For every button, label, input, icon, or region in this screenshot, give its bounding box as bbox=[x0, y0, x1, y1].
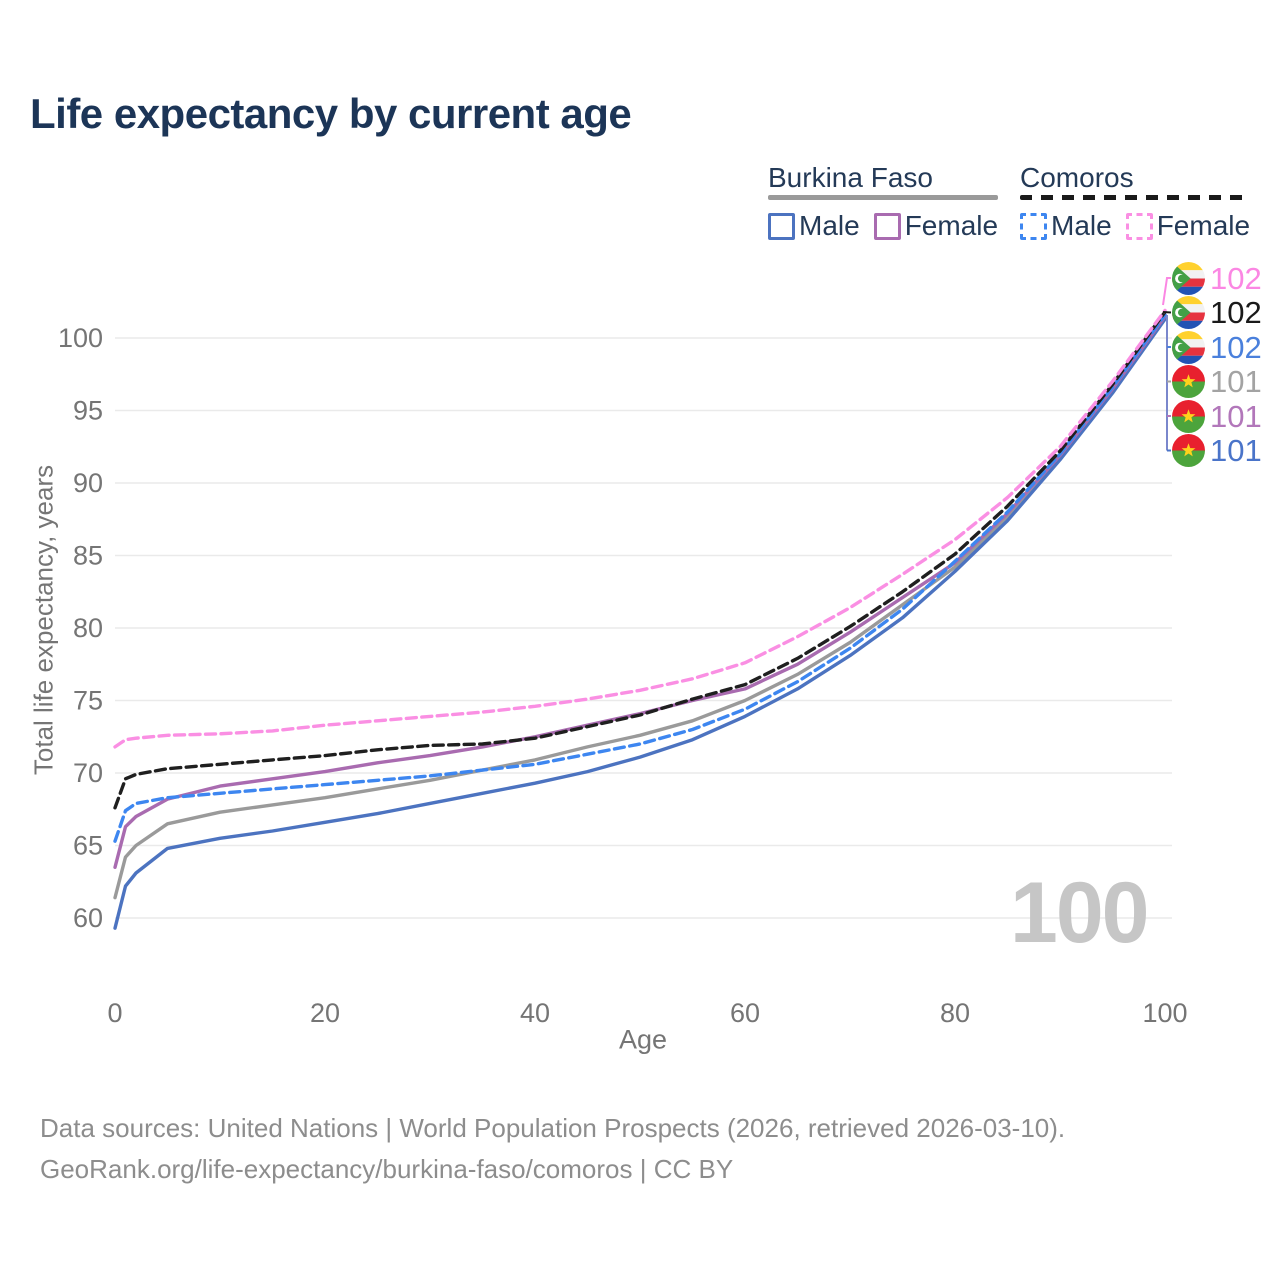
series-line-burkina-faso-male[interactable] bbox=[113, 317, 1167, 930]
legend-country-burkina-faso[interactable]: Burkina Faso bbox=[768, 162, 933, 193]
page-title: Life expectancy by current age bbox=[30, 90, 632, 137]
end-label-value: 101 bbox=[1210, 433, 1262, 468]
legend-item-label: Female bbox=[1156, 210, 1251, 241]
y-tick-label-100: 100 bbox=[58, 323, 103, 353]
series-line-burkina-faso-female[interactable] bbox=[113, 314, 1167, 869]
end-label-value: 102 bbox=[1210, 329, 1262, 365]
legend-line-swatch-dashed bbox=[1020, 195, 1251, 200]
checkbox-icon[interactable] bbox=[768, 212, 795, 240]
checkbox-icon[interactable] bbox=[873, 212, 901, 240]
legend-item-label: Male bbox=[799, 210, 860, 241]
y-tick-label-60: 60 bbox=[73, 903, 103, 933]
leader-line bbox=[1162, 311, 1172, 314]
series-line-comoros-female[interactable] bbox=[113, 308, 1167, 749]
legend-group-burkina-faso: Burkina Faso Male Female bbox=[768, 162, 999, 242]
end-label-value: 102 bbox=[1210, 295, 1262, 330]
x-tick-label-40: 40 bbox=[520, 998, 550, 1028]
x-axis-title: Age bbox=[618, 1024, 668, 1055]
checkbox-icon[interactable] bbox=[1125, 212, 1153, 240]
age-counter-watermark: 100 bbox=[1010, 865, 1149, 961]
footer-data-sources: Data sources: United Nations | World Pop… bbox=[40, 1113, 1066, 1143]
legend-item-label: Female bbox=[904, 210, 999, 241]
end-label-burkina-faso-female: 101 bbox=[1172, 399, 1262, 433]
comoros-flag-icon bbox=[1172, 296, 1205, 329]
x-tick-label-0: 0 bbox=[107, 998, 122, 1028]
end-label-comoros-all: 102 bbox=[1172, 296, 1262, 330]
end-label-value: 101 bbox=[1210, 398, 1262, 434]
series-line-comoros-all[interactable] bbox=[113, 310, 1167, 810]
y-tick-label-70: 70 bbox=[73, 758, 103, 788]
footer: Data sources: United Nations | World Pop… bbox=[40, 1108, 1065, 1190]
burkina-faso-flag-icon bbox=[1172, 434, 1205, 467]
legend-item-label: Male bbox=[1051, 210, 1112, 241]
x-tick-label-100: 100 bbox=[1142, 998, 1187, 1028]
y-tick-label-75: 75 bbox=[73, 686, 103, 716]
y-axis-title: Total life expectancy, years bbox=[28, 464, 59, 776]
leader-line bbox=[1162, 277, 1171, 306]
footer-attribution[interactable]: GeoRank.org/life-expectancy/burkina-faso… bbox=[40, 1154, 734, 1184]
y-tick-label-90: 90 bbox=[73, 468, 103, 498]
end-label-burkina-faso-male: 101 bbox=[1172, 434, 1262, 468]
legend-item-burkina-faso-female[interactable]: Female bbox=[873, 210, 999, 242]
y-tick-label-65: 65 bbox=[73, 831, 103, 861]
end-label-comoros-female: 102 bbox=[1172, 261, 1262, 295]
legend-country-comoros[interactable]: Comoros bbox=[1020, 162, 1134, 193]
end-label-value: 101 bbox=[1210, 364, 1262, 399]
x-tick-label-80: 80 bbox=[940, 998, 970, 1028]
x-tick-label-60: 60 bbox=[730, 998, 760, 1028]
legend-item-comoros-male[interactable]: Male bbox=[1020, 210, 1112, 242]
end-label-comoros-male: 102 bbox=[1172, 330, 1262, 364]
checkbox-icon[interactable] bbox=[1020, 212, 1047, 240]
comoros-flag-icon bbox=[1172, 330, 1205, 364]
y-tick-label-80: 80 bbox=[73, 613, 103, 643]
comoros-flag-icon bbox=[1172, 261, 1205, 295]
y-tick-label-95: 95 bbox=[73, 396, 103, 426]
legend-item-burkina-faso-male[interactable]: Male bbox=[768, 210, 860, 242]
x-tick-label-20: 20 bbox=[310, 998, 340, 1028]
series-line-burkina-faso-all[interactable] bbox=[113, 316, 1167, 900]
y-tick-label-85: 85 bbox=[73, 541, 103, 571]
series-line-comoros-male[interactable] bbox=[113, 313, 1167, 843]
burkina-faso-flag-icon bbox=[1172, 399, 1205, 433]
legend-line-swatch-solid bbox=[768, 195, 999, 200]
legend-item-comoros-female[interactable]: Female bbox=[1125, 210, 1251, 242]
end-label-burkina-faso-all: 101 bbox=[1172, 365, 1262, 399]
end-label-value: 102 bbox=[1210, 260, 1262, 296]
legend-group-comoros: Comoros Male Female bbox=[1020, 162, 1251, 242]
burkina-faso-flag-icon bbox=[1172, 365, 1205, 398]
